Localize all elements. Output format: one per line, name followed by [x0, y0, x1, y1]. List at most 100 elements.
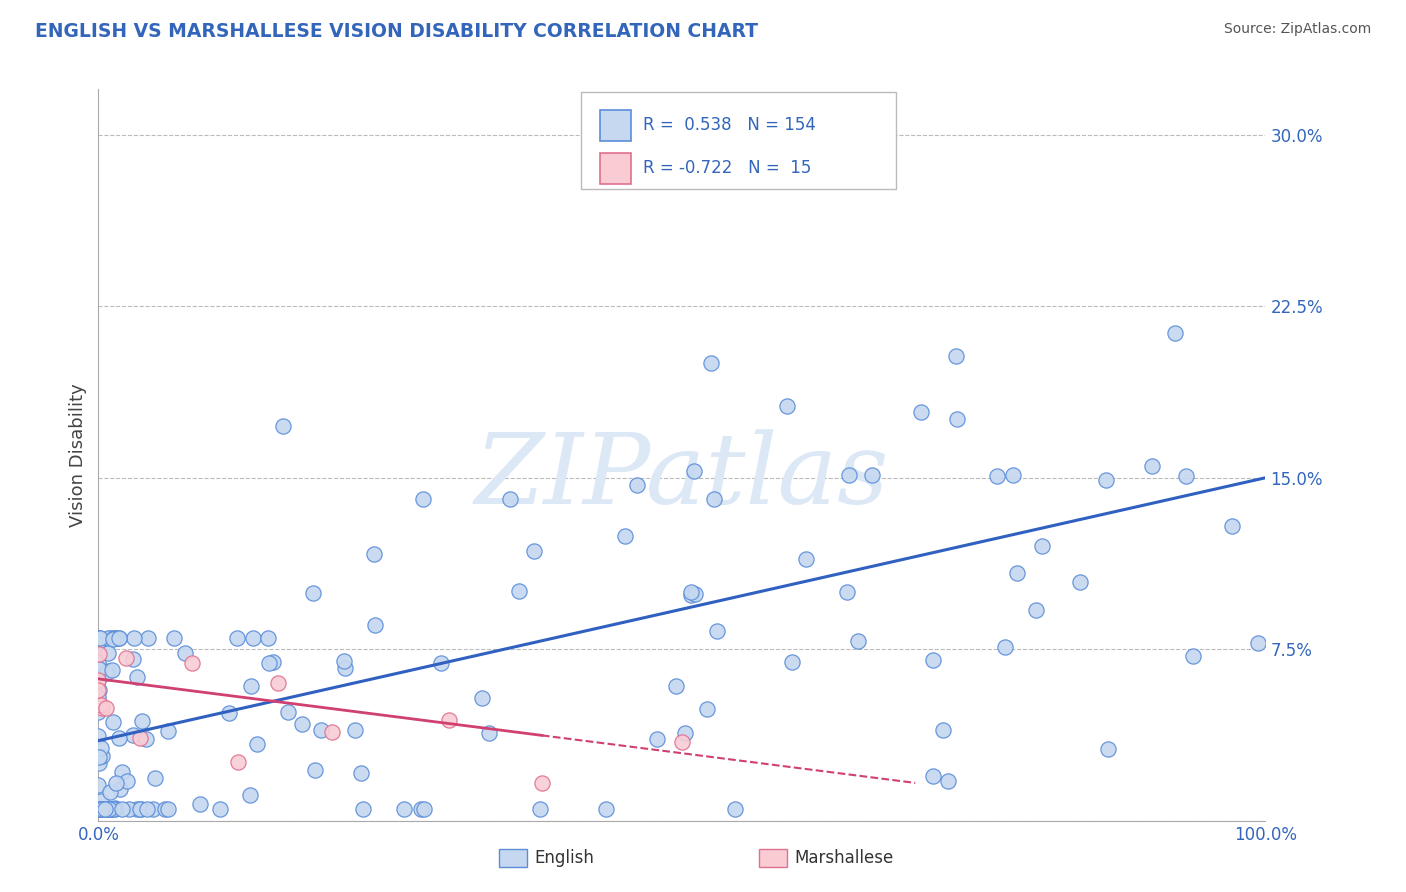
Point: [1097, 742, 1119, 756]
Point: [256, 631, 278, 645]
Point: [228, 756, 250, 770]
Point: [301, 586, 323, 600]
Point: [91, 748, 114, 763]
Point: [87, 673, 110, 688]
Point: [125, 670, 148, 684]
Point: [1247, 636, 1270, 650]
Point: [87, 697, 110, 711]
Point: [309, 723, 332, 737]
Point: [97, 802, 120, 816]
Point: [90, 802, 112, 816]
Point: [110, 764, 132, 779]
Point: [626, 477, 648, 491]
Point: [262, 655, 284, 669]
Point: [595, 802, 617, 816]
Point: [100, 802, 122, 816]
Point: [267, 675, 290, 690]
Point: [239, 679, 262, 693]
Point: [1181, 648, 1204, 663]
Point: [333, 660, 356, 674]
Y-axis label: Vision Disability: Vision Disability: [69, 383, 87, 527]
Point: [90, 794, 112, 808]
Point: [291, 716, 314, 731]
Point: [87, 672, 110, 686]
Point: [103, 802, 125, 816]
Point: [87, 729, 110, 743]
Point: [90, 802, 112, 816]
Point: [96, 802, 118, 816]
Point: [104, 802, 127, 816]
Point: [1005, 566, 1028, 581]
Point: [136, 631, 159, 645]
Point: [131, 714, 153, 728]
Point: [89, 802, 111, 816]
Point: [121, 652, 143, 666]
Point: [87, 705, 110, 719]
Point: [257, 656, 280, 670]
Point: [413, 802, 436, 816]
Point: [107, 631, 129, 645]
Text: R = -0.722   N =  15: R = -0.722 N = 15: [643, 159, 811, 178]
Point: [1069, 574, 1091, 589]
Point: [437, 713, 460, 727]
Point: [87, 631, 110, 645]
Point: [101, 632, 124, 646]
Point: [392, 802, 415, 816]
Point: [115, 650, 138, 665]
Point: [97, 631, 120, 645]
Point: [706, 624, 728, 639]
Point: [87, 750, 110, 764]
Point: [87, 778, 110, 792]
Point: [100, 802, 122, 816]
Point: [910, 405, 932, 419]
Point: [239, 788, 262, 802]
Text: Source: ZipAtlas.com: Source: ZipAtlas.com: [1223, 22, 1371, 37]
Point: [530, 776, 553, 790]
Text: Marshallese: Marshallese: [794, 849, 894, 867]
Point: [364, 618, 387, 632]
Point: [108, 631, 131, 645]
Point: [94, 665, 117, 680]
Point: [105, 775, 128, 789]
Point: [936, 773, 959, 788]
Point: [412, 492, 434, 507]
Point: [304, 763, 326, 777]
Point: [157, 802, 180, 816]
Point: [89, 634, 111, 648]
Point: [127, 802, 149, 816]
Point: [108, 781, 131, 796]
Point: [103, 631, 125, 645]
Point: [1095, 473, 1118, 487]
Point: [98, 784, 121, 798]
Point: [115, 774, 138, 789]
Text: ZIPatlas: ZIPatlas: [475, 429, 889, 524]
Point: [87, 631, 110, 645]
Point: [523, 544, 546, 558]
Point: [352, 802, 374, 816]
Point: [932, 723, 955, 737]
Point: [246, 737, 269, 751]
Point: [321, 725, 343, 739]
Point: [946, 412, 969, 426]
Point: [986, 468, 1008, 483]
Point: [104, 800, 127, 814]
Point: [508, 583, 530, 598]
Point: [87, 655, 110, 669]
Point: [124, 631, 146, 645]
Point: [1031, 539, 1053, 553]
Point: [344, 723, 367, 738]
Point: [846, 634, 869, 648]
Point: [860, 468, 883, 483]
Point: [87, 631, 110, 645]
Point: [93, 802, 115, 816]
Point: [645, 731, 668, 746]
Point: [683, 464, 706, 478]
Point: [411, 802, 433, 816]
Point: [129, 802, 152, 816]
Point: [87, 647, 110, 661]
Point: [90, 802, 112, 816]
Point: [163, 631, 186, 645]
Point: [671, 735, 693, 749]
Point: [105, 631, 128, 645]
Point: [121, 728, 143, 742]
